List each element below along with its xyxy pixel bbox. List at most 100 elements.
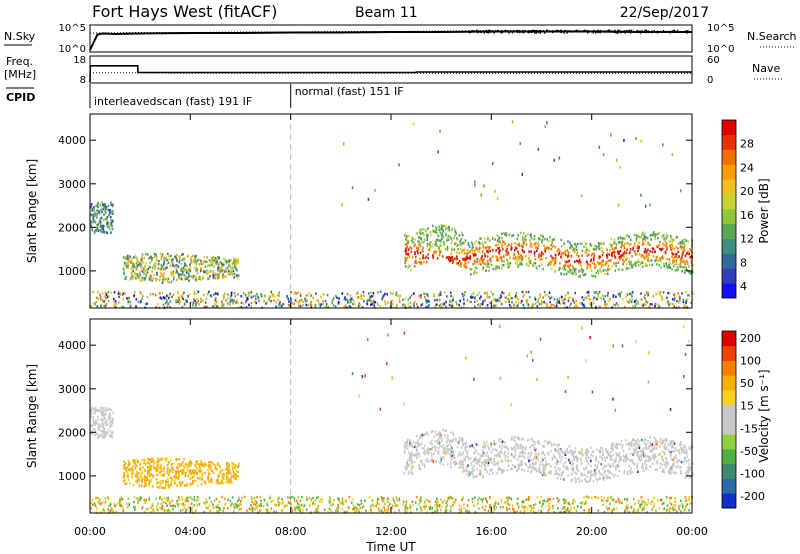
heatmap-cell bbox=[406, 440, 409, 444]
heatmap-cell bbox=[338, 297, 340, 300]
heatmap-cell bbox=[662, 470, 664, 474]
heatmap-cell bbox=[213, 273, 215, 277]
heatmap-cell bbox=[372, 295, 375, 298]
heatmap-cell bbox=[663, 470, 665, 474]
heatmap-cell bbox=[232, 462, 235, 466]
heatmap-cell bbox=[587, 456, 590, 459]
heatmap-cell bbox=[219, 465, 221, 468]
heatmap-cell bbox=[604, 272, 606, 276]
heatmap-cell bbox=[503, 255, 505, 258]
heatmap-cell bbox=[407, 253, 409, 256]
heatmap-cell bbox=[423, 452, 426, 456]
heatmap-cell bbox=[216, 262, 218, 266]
heatmap-cell bbox=[555, 301, 557, 304]
heatmap-cell bbox=[615, 446, 618, 449]
heatmap-cell bbox=[612, 295, 615, 299]
heatmap-cell bbox=[453, 456, 455, 459]
heatmap-cell bbox=[673, 450, 675, 453]
heatmap-cell bbox=[554, 256, 557, 260]
heatmap-cell bbox=[514, 246, 517, 249]
heatmap-cell bbox=[502, 232, 505, 235]
heatmap-cell bbox=[109, 416, 112, 420]
heatmap-cell bbox=[559, 455, 561, 458]
heatmap-cell bbox=[535, 249, 538, 252]
heatmap-scatter-cell bbox=[640, 193, 642, 197]
heatmap-cell bbox=[570, 302, 572, 306]
heatmap-cell bbox=[462, 257, 464, 261]
heatmap-cell bbox=[470, 273, 472, 276]
heatmap-cell bbox=[525, 446, 527, 449]
heatmap-cell bbox=[237, 259, 240, 262]
heatmap-cell bbox=[643, 256, 645, 259]
heatmap-cell bbox=[314, 303, 317, 307]
heatmap-cell bbox=[129, 255, 131, 258]
heatmap-cell bbox=[146, 270, 149, 273]
heatmap-cell bbox=[212, 305, 214, 308]
heatmap-cell bbox=[532, 303, 534, 306]
heatmap-cell bbox=[443, 224, 446, 227]
noise-speckle bbox=[552, 31, 554, 34]
heatmap-cell bbox=[643, 251, 646, 254]
heatmap-cell bbox=[110, 221, 113, 225]
heatmap-cell bbox=[174, 255, 176, 258]
colorbar-swatch bbox=[722, 238, 736, 254]
heatmap-cell bbox=[160, 257, 163, 260]
heatmap-cell bbox=[373, 304, 375, 307]
heatmap-cell bbox=[519, 460, 522, 464]
heatmap-cell bbox=[504, 233, 506, 236]
heatmap-cell bbox=[534, 298, 537, 301]
heatmap-cell bbox=[128, 463, 131, 466]
heatmap-cell bbox=[133, 462, 136, 465]
heatmap-cell bbox=[502, 264, 505, 267]
heatmap-cell bbox=[508, 243, 510, 247]
heatmap-cell bbox=[98, 436, 100, 440]
heatmap-cell bbox=[350, 300, 352, 303]
heatmap-cell bbox=[614, 304, 616, 307]
heatmap-cell bbox=[606, 256, 609, 259]
heatmap-cell bbox=[103, 416, 106, 420]
heatmap-cell bbox=[671, 465, 674, 468]
heatmap-cell bbox=[674, 255, 676, 258]
heatmap-cell bbox=[160, 464, 162, 467]
heatmap-cell bbox=[671, 463, 674, 466]
heatmap-cell bbox=[217, 257, 220, 260]
heatmap-cell bbox=[546, 293, 548, 296]
heatmap-cell bbox=[107, 291, 110, 294]
heatmap-cell bbox=[140, 263, 142, 266]
heatmap-cell bbox=[124, 262, 127, 266]
heatmap-cell bbox=[115, 302, 118, 306]
heatmap-cell bbox=[548, 248, 550, 251]
noise-speckle bbox=[535, 30, 537, 32]
heatmap-cell bbox=[603, 456, 606, 459]
heatmap-cell bbox=[642, 240, 644, 243]
heatmap-cell bbox=[628, 260, 630, 263]
heatmap-cell bbox=[184, 262, 186, 265]
heatmap-cell bbox=[613, 473, 616, 476]
heatmap-cell bbox=[659, 293, 661, 296]
heatmap-cell bbox=[186, 254, 189, 258]
heatmap-cell bbox=[602, 478, 605, 481]
heatmap-cell bbox=[518, 258, 520, 261]
heatmap-cell bbox=[520, 255, 523, 258]
heatmap-cell bbox=[95, 419, 97, 423]
heatmap-cell bbox=[107, 428, 110, 431]
heatmap-cell bbox=[681, 249, 684, 253]
heatmap-cell bbox=[99, 424, 102, 427]
heatmap-cell bbox=[550, 470, 552, 473]
heatmap-cell bbox=[268, 295, 271, 298]
heatmap-cell bbox=[234, 295, 237, 298]
heatmap-cell bbox=[300, 298, 303, 302]
heatmap-cell bbox=[198, 276, 201, 279]
heatmap-cell bbox=[425, 255, 427, 258]
heatmap-cell bbox=[178, 277, 181, 280]
heatmap-cell bbox=[629, 292, 631, 295]
heatmap-cell bbox=[670, 466, 673, 470]
heatmap-cell bbox=[148, 467, 151, 470]
heatmap-cell bbox=[550, 296, 553, 299]
heatmap-cell bbox=[600, 270, 603, 274]
heatmap-scatter-cell bbox=[537, 147, 540, 151]
heatmap-cell bbox=[437, 442, 439, 445]
heatmap-cell bbox=[490, 461, 493, 464]
heatmap-cell bbox=[278, 302, 281, 305]
heatmap-cell bbox=[684, 262, 686, 266]
